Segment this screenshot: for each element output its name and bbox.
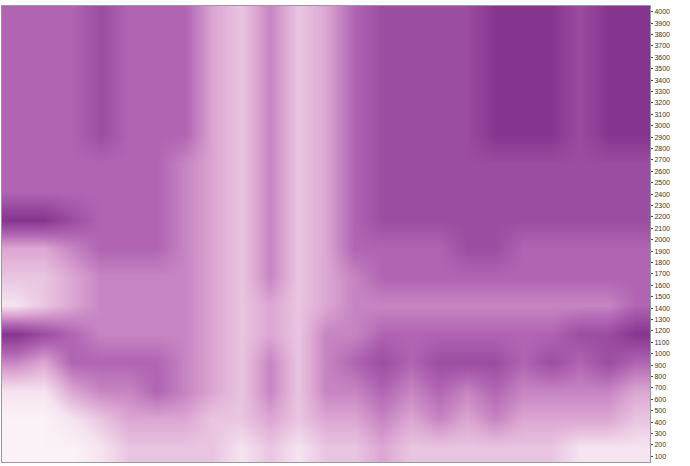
svg-text:3000: 3000 bbox=[654, 122, 670, 129]
svg-text:2500: 2500 bbox=[654, 179, 670, 186]
svg-text:1100: 1100 bbox=[654, 339, 669, 346]
svg-text:1600: 1600 bbox=[654, 282, 670, 289]
svg-text:2000: 2000 bbox=[654, 236, 670, 243]
svg-text:800: 800 bbox=[654, 373, 666, 380]
svg-text:3700: 3700 bbox=[654, 42, 670, 49]
svg-text:1400: 1400 bbox=[654, 305, 670, 312]
svg-text:2900: 2900 bbox=[654, 134, 670, 141]
svg-text:2800: 2800 bbox=[654, 145, 670, 152]
svg-text:700: 700 bbox=[654, 384, 666, 391]
svg-text:3200: 3200 bbox=[654, 99, 670, 106]
svg-text:2400: 2400 bbox=[654, 191, 670, 198]
svg-text:300: 300 bbox=[654, 430, 666, 437]
svg-text:1300: 1300 bbox=[654, 316, 670, 323]
svg-text:1900: 1900 bbox=[654, 248, 670, 255]
svg-text:1500: 1500 bbox=[654, 293, 670, 300]
svg-text:400: 400 bbox=[654, 419, 666, 426]
svg-text:3300: 3300 bbox=[654, 88, 670, 95]
svg-text:2200: 2200 bbox=[654, 213, 670, 220]
svg-text:3100: 3100 bbox=[654, 111, 670, 118]
svg-text:3400: 3400 bbox=[654, 77, 670, 84]
svg-text:2300: 2300 bbox=[654, 202, 670, 209]
svg-text:3500: 3500 bbox=[654, 65, 670, 72]
svg-text:1800: 1800 bbox=[654, 259, 670, 266]
svg-text:100: 100 bbox=[654, 453, 666, 460]
svg-text:200: 200 bbox=[654, 441, 666, 448]
svg-text:2700: 2700 bbox=[654, 156, 670, 163]
svg-text:3600: 3600 bbox=[654, 54, 670, 61]
svg-text:2600: 2600 bbox=[654, 168, 670, 175]
svg-text:500: 500 bbox=[654, 407, 666, 414]
svg-text:1000: 1000 bbox=[654, 350, 670, 357]
svg-text:600: 600 bbox=[654, 396, 666, 403]
svg-text:1700: 1700 bbox=[654, 270, 670, 277]
svg-text:1200: 1200 bbox=[654, 327, 670, 334]
svg-text:2100: 2100 bbox=[654, 225, 670, 232]
svg-text:3800: 3800 bbox=[654, 31, 670, 38]
svg-text:900: 900 bbox=[654, 362, 666, 369]
svg-text:3900: 3900 bbox=[654, 20, 670, 27]
svg-text:4000: 4000 bbox=[654, 8, 670, 15]
